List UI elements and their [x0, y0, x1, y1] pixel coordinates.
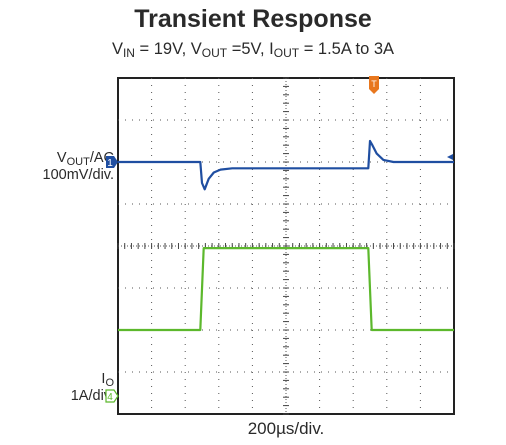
plot-traces — [118, 139, 454, 332]
chart-subtitle: VIN = 19V, VOUT =5V, IOUT = 1.5A to 3A — [111, 40, 395, 60]
trigger-level-arrow — [447, 154, 453, 160]
io-channel-label: IO — [101, 371, 114, 389]
io-trace — [118, 247, 454, 332]
channel-1-marker-label: 1 — [107, 158, 113, 169]
channel-4-marker-label: 4 — [107, 392, 113, 403]
x-axis-label: 200µs/div. — [247, 419, 325, 438]
vout-scale-label: 100mV/div. — [42, 167, 114, 183]
io-scale-label: 1A/div. — [70, 388, 114, 404]
channel-4-marker: 4 — [105, 389, 119, 403]
vout-trace — [118, 139, 454, 191]
channel-markers: 1 4 T — [105, 76, 453, 403]
channel-1-marker: 1 — [106, 156, 118, 169]
chart-title: Transient Response — [134, 5, 372, 33]
trigger-marker-label: T — [371, 79, 377, 89]
trigger-marker: T — [369, 76, 379, 94]
